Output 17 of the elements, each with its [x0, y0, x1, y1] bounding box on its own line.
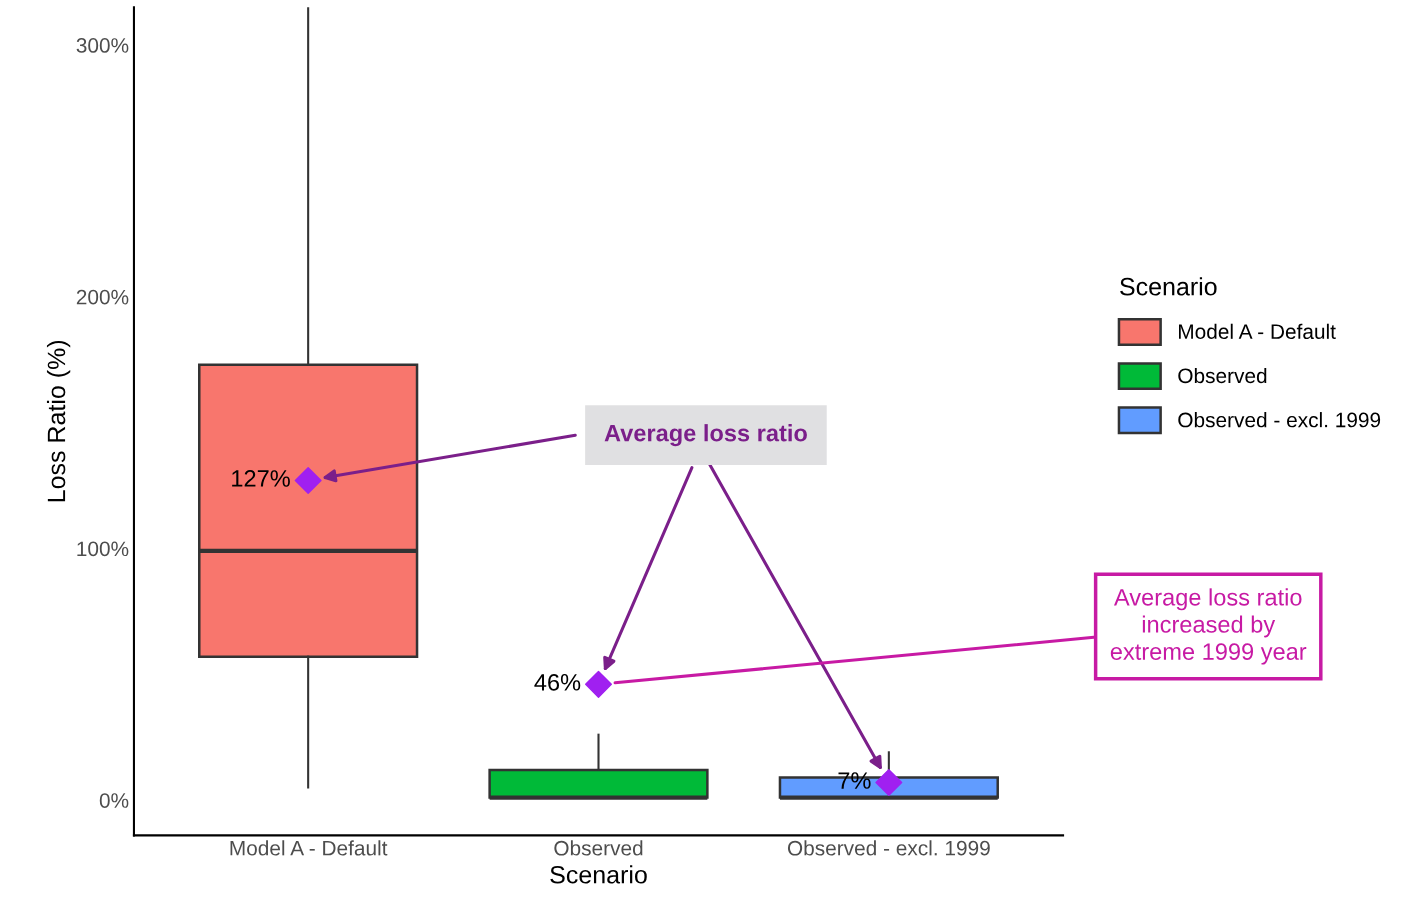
x-tick-label: Model A - Default: [230, 840, 388, 856]
y-tick-label: 300%: [76, 38, 129, 53]
x-tick-label: Observed: [554, 840, 643, 856]
legend-title: Scenario: [1120, 277, 1217, 296]
legend-label: Model A - Default: [1179, 323, 1336, 340]
y-tick-label: 100%: [77, 541, 129, 557]
y-tick-label: 200%: [76, 289, 129, 305]
x-tick-label: Observed - excl. 1999: [787, 840, 990, 856]
text: Average loss ratio increased by extreme 1999 year: [1110, 588, 1307, 665]
data-label: 127%: [232, 470, 290, 487]
x-axis-title: Scenario: [550, 865, 647, 884]
legend-label: Observed - excl. 1999: [1178, 412, 1381, 428]
y-axis-title: Loss Ratio (%): [46, 340, 71, 502]
annotation: Average loss ratio: [604, 424, 807, 447]
legend-label: Observed: [1178, 367, 1267, 384]
data-label: 46%: [534, 673, 581, 691]
y-tick-label: 0%: [99, 793, 129, 808]
